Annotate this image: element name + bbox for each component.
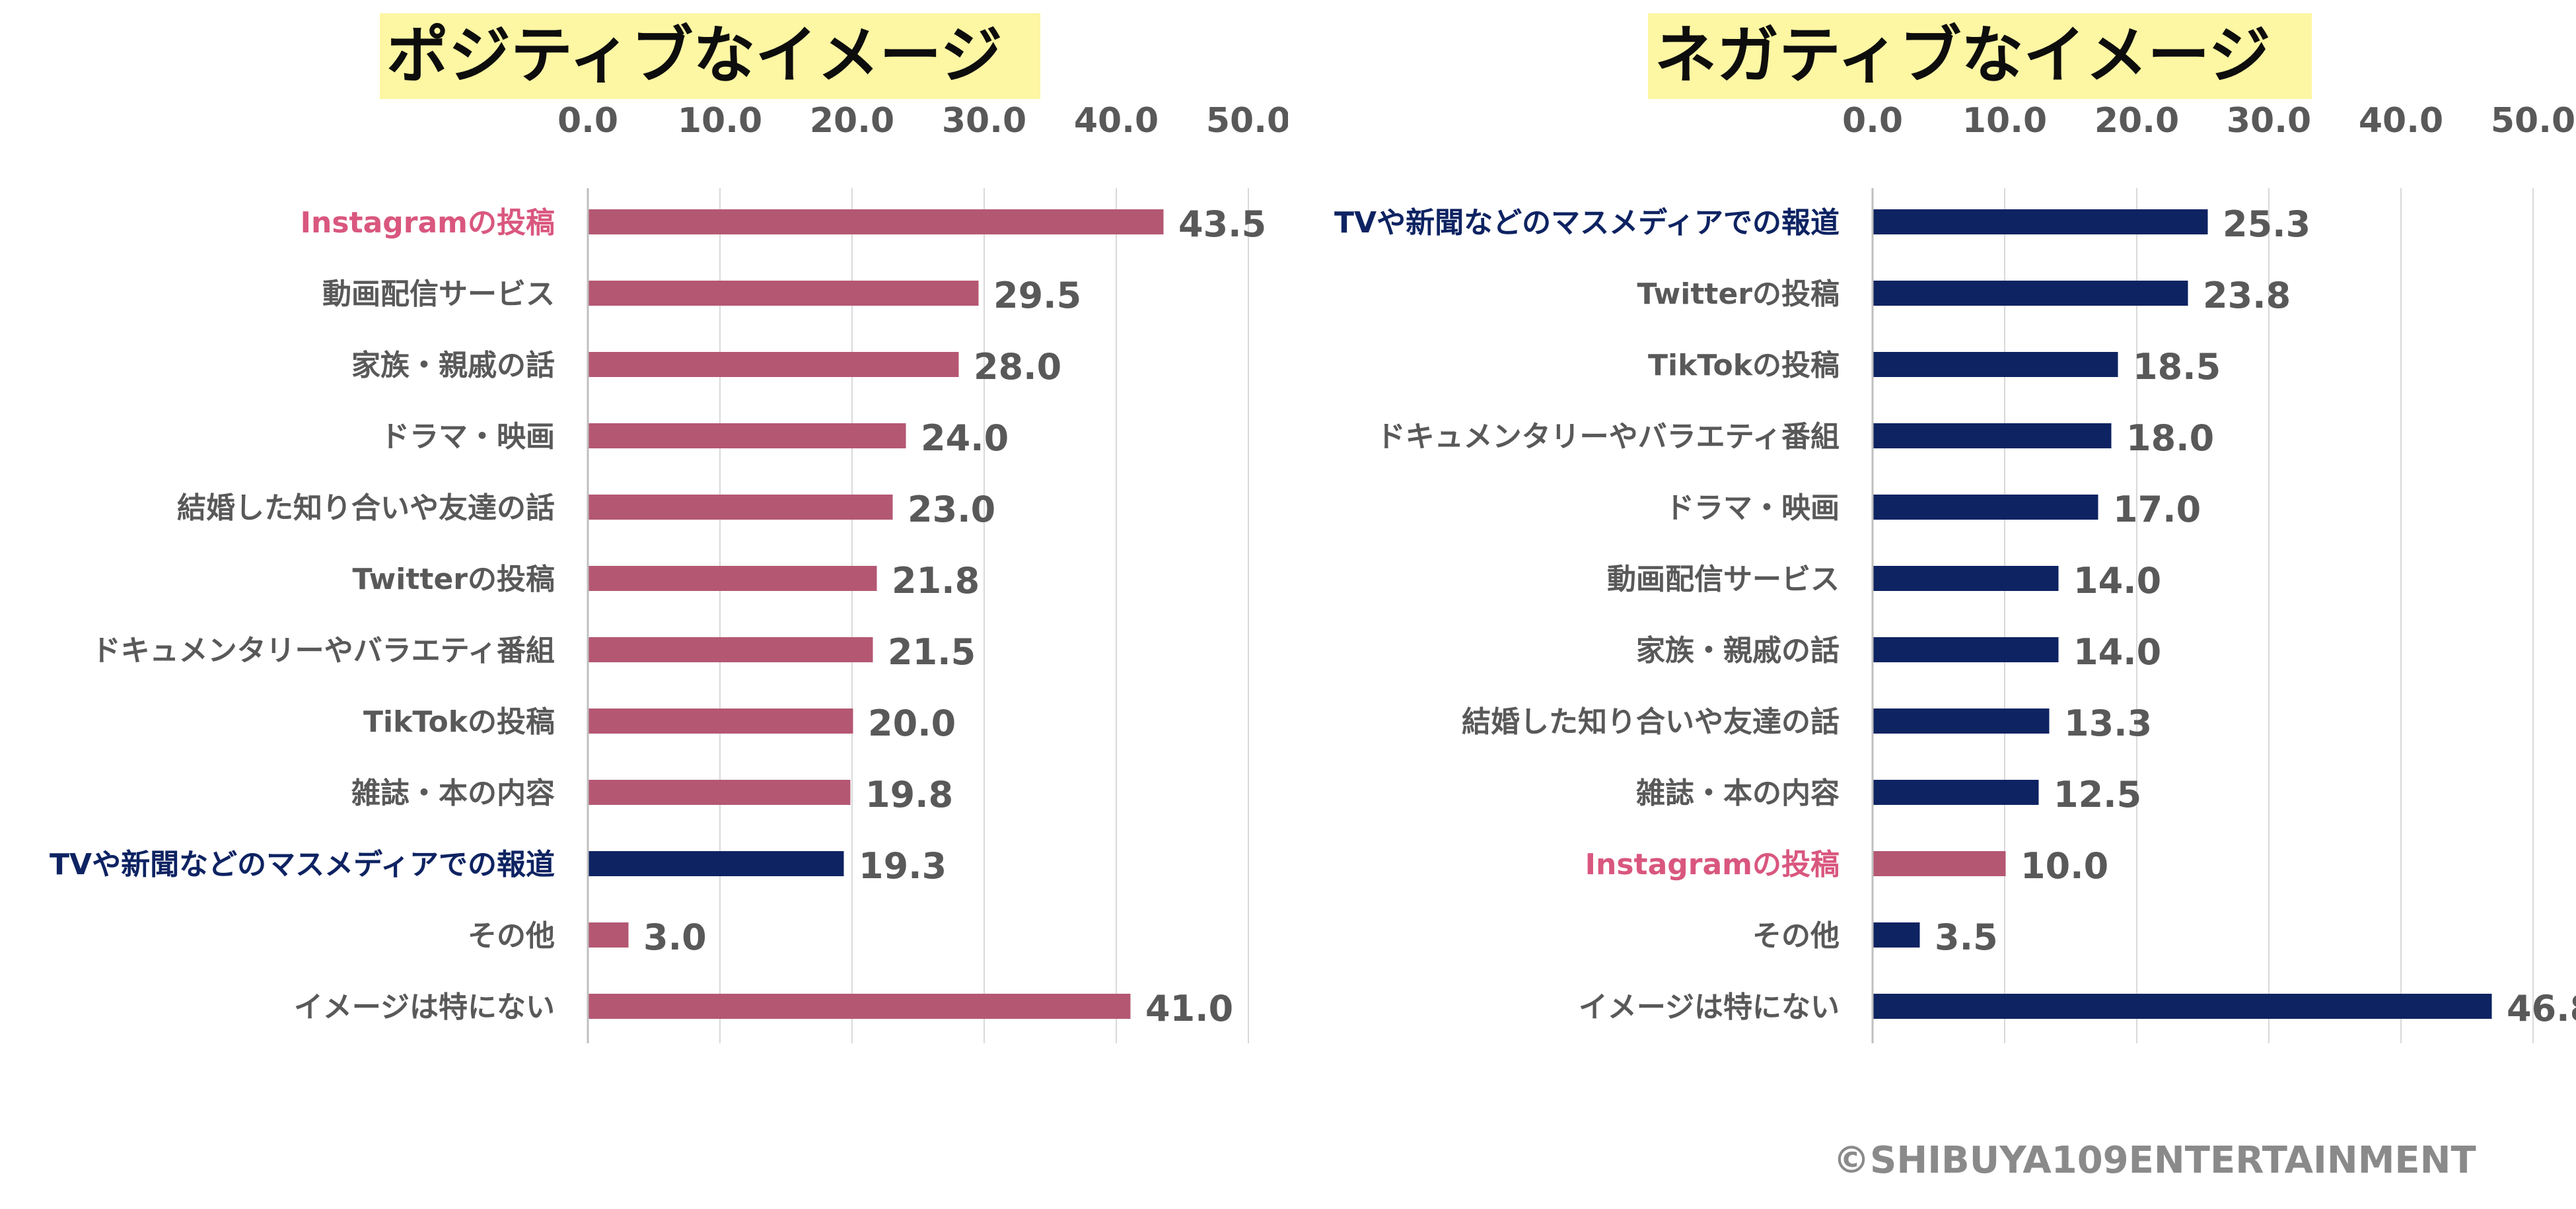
data-label: 29.5: [993, 275, 1081, 316]
category-label: Instagramの投稿: [1585, 848, 1840, 881]
category-label: 結婚した知り合いや友達の話: [177, 491, 555, 525]
category-label: 動画配信サービス: [1607, 563, 1840, 596]
x-tick-label: 30.0: [2227, 101, 2311, 141]
bar: [589, 922, 629, 948]
data-label: 13.3: [2064, 703, 2152, 744]
data-label: 19.3: [859, 845, 947, 887]
category-label: その他: [1752, 919, 1840, 953]
bar: [1873, 281, 2188, 306]
data-label: 43.5: [1178, 203, 1266, 245]
category-label: TVや新聞などのマスメディアでの報道: [50, 848, 555, 881]
positive-chart: 0.0 10.0 20.0 30.0 40.0 50.0 Instagramの投稿 43.5 動…: [50, 101, 1288, 1043]
bar: [589, 780, 851, 805]
data-label: 20.0: [868, 703, 956, 744]
data-label: 21.8: [892, 560, 980, 602]
negative-chart-title: ネガティブなイメージ: [1648, 13, 2312, 99]
data-label: 23.8: [2203, 275, 2291, 316]
bar: [589, 851, 844, 876]
category-label: イメージは特にない: [294, 990, 555, 1024]
bar: [1873, 352, 2118, 377]
data-label: 17.0: [2113, 489, 2201, 530]
bar: [1873, 922, 1920, 948]
x-tick-label: 0.0: [1842, 101, 1903, 141]
bar: [1873, 708, 2050, 734]
bar: [1873, 566, 2059, 591]
category-label: イメージは特にない: [1579, 990, 1840, 1024]
x-tick-label: 10.0: [1962, 101, 2047, 141]
x-tick-label: 0.0: [557, 101, 618, 141]
data-label: 14.0: [2073, 560, 2161, 602]
data-label: 24.0: [921, 417, 1009, 459]
bar: [589, 637, 873, 662]
bar: [589, 994, 1131, 1019]
data-label: 46.8: [2507, 988, 2576, 1029]
bar: [589, 566, 877, 591]
data-label: 18.0: [2126, 417, 2214, 459]
negative-chart: 0.0 10.0 20.0 30.0 40.0 50.0 TVや新聞などのマスメディアでの報…: [1334, 101, 2576, 1043]
category-label: 雑誌・本の内容: [1635, 777, 1840, 810]
bar: [589, 209, 1164, 234]
data-label: 10.0: [2021, 845, 2108, 887]
data-label: 3.5: [1935, 916, 1998, 958]
bar: [1873, 780, 2039, 805]
category-label: 動画配信サービス: [322, 277, 555, 311]
bar: [589, 281, 979, 306]
data-label: 3.0: [643, 916, 707, 958]
x-tick-label: 40.0: [2359, 101, 2443, 141]
category-label: 家族・親戚の話: [351, 349, 555, 382]
data-label: 25.3: [2223, 203, 2310, 245]
bar: [589, 495, 893, 520]
data-label: 41.0: [1145, 988, 1233, 1029]
bar: [1873, 637, 2059, 662]
bar: [589, 708, 853, 734]
category-label: ドラマ・映画: [380, 420, 555, 454]
category-label: その他: [468, 919, 555, 953]
negative-panel: ネガティブなイメージ 0.0 10.0 20.0 30.0 40.0 50.0 TVや新聞な…: [1288, 0, 2576, 1209]
category-label: 雑誌・本の内容: [351, 777, 555, 810]
category-label: 家族・親戚の話: [1636, 634, 1840, 668]
category-label: ドキュメンタリーやバラエティ番組: [92, 634, 555, 668]
category-label: Twitterの投稿: [1637, 277, 1840, 311]
data-label: 23.0: [908, 489, 995, 530]
data-label: 14.0: [2073, 631, 2161, 673]
positive-chart-title: ポジティブなイメージ: [380, 13, 1040, 99]
x-tick-label: 50.0: [2491, 101, 2575, 141]
category-label: TikTokの投稿: [363, 705, 555, 739]
data-label: 19.8: [865, 774, 953, 815]
category-label: ドラマ・映画: [1665, 491, 1840, 525]
x-tick-label: 50.0: [1206, 101, 1288, 141]
category-label: Twitterの投稿: [352, 563, 555, 596]
bar: [1873, 495, 2098, 520]
data-label: 12.5: [2054, 774, 2141, 815]
data-label: 28.0: [974, 346, 1061, 388]
category-label: Instagramの投稿: [301, 206, 555, 240]
bar: [1873, 209, 2208, 234]
copyright-footer: ©SHIBUYA109ENTERTAINMENT: [1833, 1139, 2476, 1182]
bar: [1873, 994, 2492, 1019]
category-label: TikTokの投稿: [1648, 349, 1840, 382]
bar: [1873, 423, 2112, 448]
x-tick-label: 40.0: [1074, 101, 1159, 141]
bar: [589, 352, 959, 377]
category-label: TVや新聞などのマスメディアでの報道: [1334, 206, 1840, 240]
bar: [589, 423, 906, 448]
positive-panel: ポジティブなイメージ 0.0 10.0 20.0 30.0 40.0 50.0 Instag…: [50, 13, 1288, 1043]
data-label: 21.5: [888, 631, 976, 673]
data-label: 18.5: [2133, 346, 2221, 388]
x-tick-label: 20.0: [810, 101, 894, 141]
x-tick-label: 20.0: [2094, 101, 2179, 141]
category-label: 結婚した知り合いや友達の話: [1462, 705, 1840, 739]
x-tick-label: 30.0: [942, 101, 1026, 141]
x-tick-label: 10.0: [678, 101, 762, 141]
bar: [1873, 851, 2006, 876]
category-label: ドキュメンタリーやバラエティ番組: [1377, 420, 1840, 454]
